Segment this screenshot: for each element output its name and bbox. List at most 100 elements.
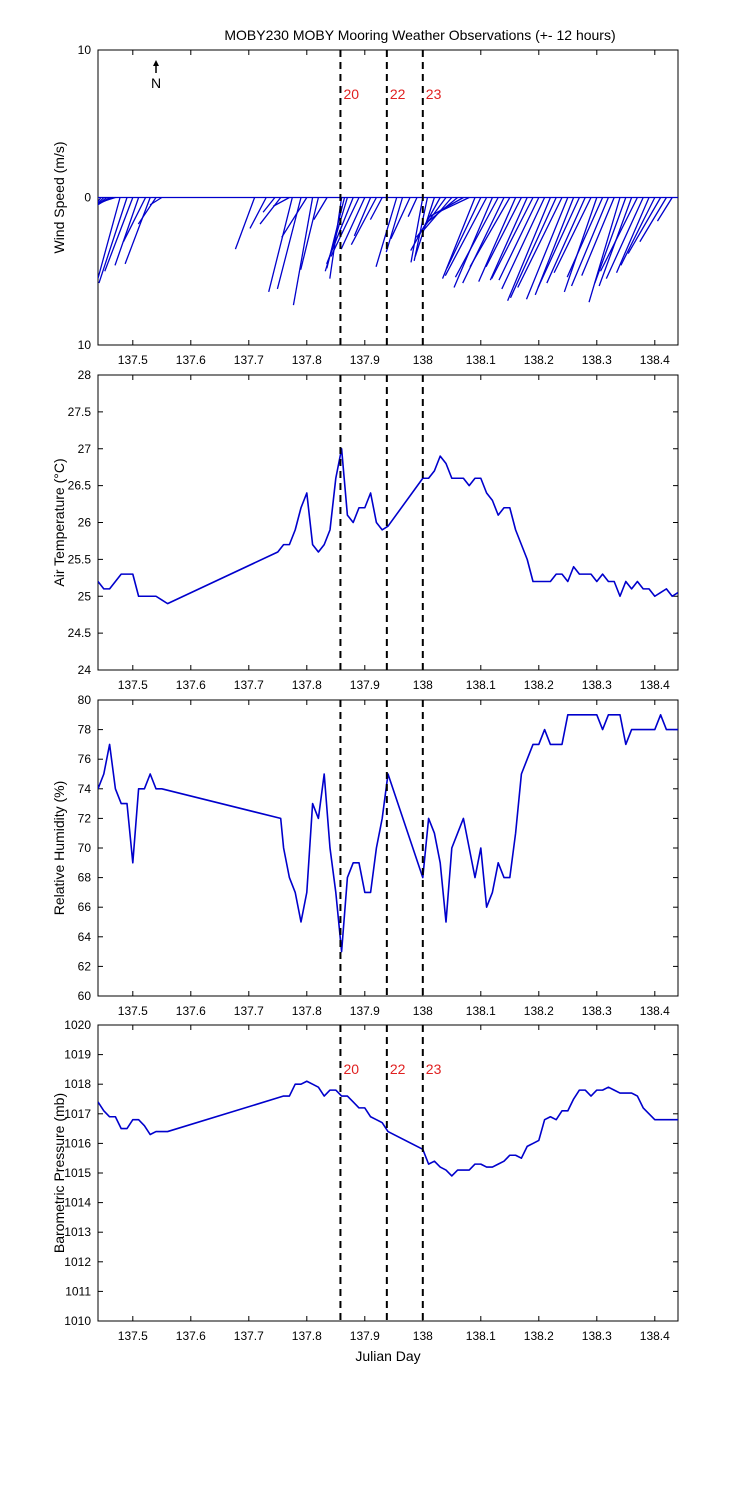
y-tick-label: 26 xyxy=(78,516,92,530)
plot-frame xyxy=(97,699,679,997)
x-tick-label: 137.8 xyxy=(292,1004,322,1018)
y-tick-label: 24 xyxy=(78,663,92,677)
y-tick-label: 70 xyxy=(78,841,92,855)
wind-stick xyxy=(444,197,488,276)
wind-stick xyxy=(537,197,580,288)
wind-stick xyxy=(507,197,552,301)
y-axis-label: Air Temperature (°C) xyxy=(51,458,67,586)
wind-stick xyxy=(462,197,505,284)
wind-stick xyxy=(440,196,470,212)
y-tick-label: 10 xyxy=(78,43,92,57)
chart-title: MOBY230 MOBY Mooring Weather Observation… xyxy=(224,27,615,43)
wind-stick xyxy=(485,197,522,268)
wind-stick xyxy=(615,197,650,273)
x-tick-label: 138 xyxy=(413,353,433,367)
wind-stick xyxy=(498,197,540,281)
wind-stick xyxy=(98,197,121,279)
event-marker-label: 22 xyxy=(390,1061,406,1077)
event-marker-label: 23 xyxy=(426,1061,442,1077)
x-tick-label: 137.5 xyxy=(118,1004,148,1018)
wind-stick xyxy=(605,197,644,279)
x-tick-label: 137.7 xyxy=(234,353,264,367)
x-tick-label: 137.8 xyxy=(292,353,322,367)
wind-stick xyxy=(546,197,586,284)
y-tick-label: 27 xyxy=(78,442,92,456)
y-tick-label: 80 xyxy=(78,693,92,707)
wind-stick xyxy=(570,197,610,287)
wind-stick xyxy=(594,197,627,284)
wind-stick xyxy=(509,197,557,299)
y-tick-label: 68 xyxy=(78,871,92,885)
y-tick-label: 1020 xyxy=(64,1018,91,1032)
y-tick-label: 1015 xyxy=(64,1166,91,1180)
wind-stick xyxy=(429,196,464,218)
y-tick-label: 1013 xyxy=(64,1225,91,1239)
x-tick-label: 138.2 xyxy=(524,1004,554,1018)
x-tick-label: 137.8 xyxy=(292,1329,322,1343)
data-line xyxy=(98,1080,678,1177)
y-axis-label: Barometric Pressure (mb) xyxy=(51,1093,67,1253)
y-tick-label: 72 xyxy=(78,811,92,825)
wind-stick xyxy=(525,197,569,300)
wind-stick xyxy=(272,196,290,207)
plot-frame xyxy=(97,1024,679,1322)
x-tick-label: 137.6 xyxy=(176,1004,206,1018)
data-line xyxy=(98,447,678,605)
y-tick-label: 60 xyxy=(78,989,92,1003)
north-arrowhead-icon xyxy=(153,60,159,66)
y-tick-label: 26.5 xyxy=(68,479,92,493)
x-tick-label: 138.3 xyxy=(582,1329,612,1343)
y-tick-label: 28 xyxy=(78,368,92,382)
y-tick-label: 1017 xyxy=(64,1107,91,1121)
y-tick-label: 1014 xyxy=(64,1196,91,1210)
x-tick-label: 137.9 xyxy=(350,1004,380,1018)
x-tick-label: 138 xyxy=(413,1004,433,1018)
y-tick-label: 64 xyxy=(78,930,92,944)
y-tick-label: 74 xyxy=(78,782,92,796)
wind-stick xyxy=(553,197,592,274)
wind-stick xyxy=(114,197,140,266)
wind-stick xyxy=(620,197,656,266)
wind-stick xyxy=(249,197,267,229)
y-tick-label: 1011 xyxy=(65,1284,91,1298)
y-tick-label: 10 xyxy=(78,338,92,352)
wind-stick xyxy=(588,197,621,303)
wind-stick xyxy=(300,197,320,270)
wind-stick xyxy=(639,197,667,243)
wind-stick xyxy=(350,197,377,246)
x-tick-label: 138.1 xyxy=(466,1004,496,1018)
x-tick-label: 138.4 xyxy=(640,1329,670,1343)
wind-stick xyxy=(599,197,638,272)
x-tick-label: 138.3 xyxy=(582,678,612,692)
x-tick-label: 137.9 xyxy=(350,678,380,692)
y-tick-label: 24.5 xyxy=(68,626,92,640)
wind-stick xyxy=(98,197,128,284)
x-axis-label: Julian Day xyxy=(355,1348,420,1364)
y-tick-label: 76 xyxy=(78,752,92,766)
wind-stick xyxy=(122,197,147,243)
wind-stick xyxy=(340,197,366,250)
north-label: N xyxy=(151,75,161,91)
y-tick-label: 27.5 xyxy=(68,405,92,419)
wind-stick xyxy=(469,197,511,268)
x-tick-label: 138.3 xyxy=(582,1004,612,1018)
wind-stick xyxy=(268,197,293,293)
x-tick-label: 137.9 xyxy=(350,1329,380,1343)
x-tick-label: 138 xyxy=(413,678,433,692)
x-tick-label: 138.1 xyxy=(466,353,496,367)
wind-stick xyxy=(446,197,482,269)
plot-area xyxy=(98,1080,678,1177)
y-tick-label: 1019 xyxy=(64,1048,91,1062)
wind-stick xyxy=(453,197,493,288)
plot-area xyxy=(98,447,678,605)
plot-area xyxy=(98,196,678,306)
wind-stick xyxy=(627,197,662,254)
x-tick-label: 137.5 xyxy=(118,353,148,367)
y-tick-label: 25 xyxy=(78,589,92,603)
wind-stick xyxy=(262,197,276,213)
x-tick-label: 137.7 xyxy=(234,1329,264,1343)
wind-stick xyxy=(410,197,424,263)
wind-stick xyxy=(292,197,314,306)
y-tick-label: 25.5 xyxy=(68,552,92,566)
